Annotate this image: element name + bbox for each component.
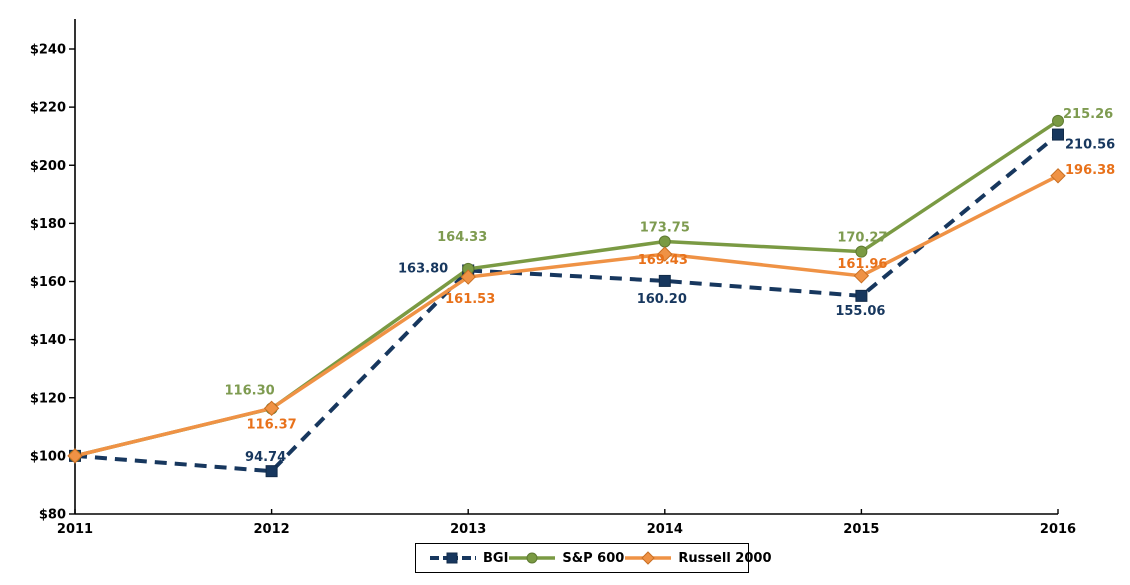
legend-label-sp600: S&P 600: [562, 550, 625, 566]
x-tick-label: 2015: [843, 522, 879, 537]
series-line-s-p-600: [74, 119, 1059, 458]
marker-bgi: [658, 274, 671, 287]
x-tick-label: 2012: [254, 522, 290, 537]
legend-label-russell2000: Russell 2000: [678, 550, 772, 566]
data-label-s-p-600: 170.27: [837, 231, 887, 246]
y-tick-label: $240: [30, 43, 66, 58]
x-tick-label: 2016: [1040, 522, 1076, 537]
data-label-bgi: 163.80: [398, 261, 448, 276]
data-label-bgi: 210.56: [1065, 138, 1115, 153]
marker-s-p-600: [658, 235, 671, 248]
data-label-s-p-600: 164.33: [437, 230, 487, 245]
legend-label-bgi: BGI: [483, 550, 509, 566]
data-label-russell-2000: 161.96: [837, 257, 887, 272]
marker-bgi: [265, 465, 278, 478]
chart-legend: BGI S&P 600 Russell 2000: [415, 543, 772, 573]
data-label-bgi: 94.74: [245, 450, 286, 465]
series-line-bgi: [74, 133, 1060, 474]
marker-russell-2000: [1050, 168, 1066, 184]
y-tick-label: $100: [30, 449, 66, 464]
y-tick-label: $220: [30, 101, 66, 116]
y-tick-label: $200: [30, 159, 66, 174]
marker-s-p-600: [855, 245, 868, 258]
data-label-bgi: 155.06: [835, 304, 885, 319]
data-label-russell-2000: 169.43: [638, 253, 688, 268]
series-line-russell-2000: [74, 174, 1059, 458]
marker-russell-2000: [67, 448, 83, 464]
y-tick-label: $140: [30, 333, 66, 348]
data-label-russell-2000: 116.37: [247, 417, 297, 432]
x-tick-label: 2011: [57, 522, 93, 537]
marker-russell-2000: [460, 269, 476, 285]
data-label-s-p-600: 116.30: [225, 384, 275, 399]
sp600-line-sample-icon: [509, 552, 556, 564]
legend-item-sp600: S&P 600: [508, 551, 624, 566]
x-tick-label: 2013: [450, 522, 486, 537]
data-label-russell-2000: 196.38: [1065, 163, 1115, 178]
marker-bgi: [855, 289, 868, 302]
data-label-russell-2000: 161.53: [445, 292, 495, 307]
y-tick-label: $120: [30, 391, 66, 406]
marker-bgi: [1052, 128, 1064, 141]
y-tick-label: $80: [39, 508, 66, 523]
y-tick-label: $180: [30, 217, 66, 232]
x-tick-label: 2014: [647, 522, 683, 537]
marker-russell-2000: [853, 268, 870, 284]
data-label-s-p-600: 173.75: [640, 221, 690, 236]
data-label-bgi: 160.20: [637, 292, 687, 307]
bgi-line-sample-icon: [430, 552, 476, 564]
marker-russell-2000: [657, 246, 673, 262]
data-label-s-p-600: 215.26: [1063, 107, 1113, 122]
marker-s-p-600: [1052, 114, 1064, 127]
y-tick-label: $160: [30, 275, 66, 290]
russell2000-line-sample-icon: [625, 551, 672, 565]
legend-item-russell2000: Russell 2000: [624, 550, 772, 566]
legend-item-bgi: BGI: [429, 551, 508, 566]
marker-russell-2000: [263, 400, 280, 417]
